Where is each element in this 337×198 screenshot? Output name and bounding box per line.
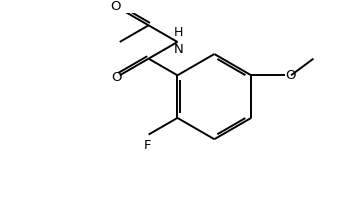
Text: O: O	[111, 71, 121, 84]
Text: H: H	[174, 26, 183, 39]
Text: F: F	[144, 139, 151, 152]
Text: O: O	[285, 69, 296, 82]
Text: N: N	[174, 43, 183, 56]
Text: O: O	[110, 0, 120, 13]
